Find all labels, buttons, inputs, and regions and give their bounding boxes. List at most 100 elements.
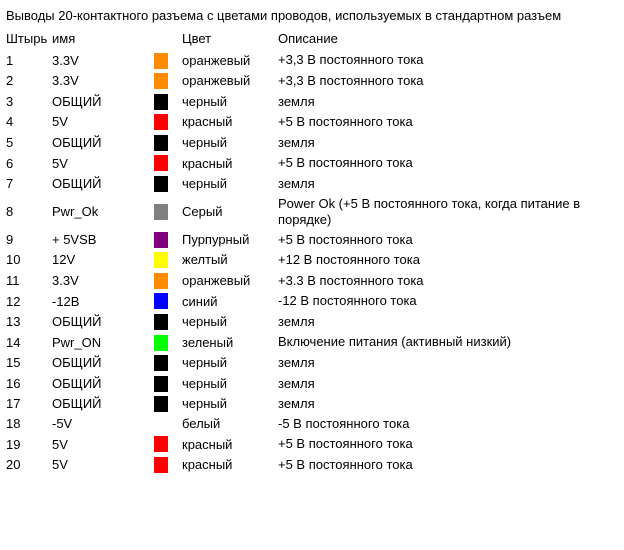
signal-name: 3.3V bbox=[52, 71, 154, 92]
table-row: 195Vкрасный+5 В постоянного тока bbox=[6, 434, 618, 455]
pin-number: 18 bbox=[6, 414, 52, 434]
header-color: Цвет bbox=[182, 29, 278, 50]
table-row: 13ОБЩИЙчерныйземля bbox=[6, 311, 618, 332]
color-swatch-cell bbox=[154, 291, 182, 312]
signal-name: 12V bbox=[52, 250, 154, 271]
color-name: черный bbox=[182, 91, 278, 112]
pin-number: 5 bbox=[6, 132, 52, 153]
description: +12 В постоянного тока bbox=[278, 250, 618, 271]
color-swatch-cell bbox=[154, 112, 182, 133]
pin-number: 8 bbox=[6, 194, 52, 229]
color-swatch-cell bbox=[154, 414, 182, 434]
color-swatch-icon bbox=[154, 396, 168, 412]
description: +5 В постоянного тока bbox=[278, 434, 618, 455]
color-swatch-icon bbox=[154, 457, 168, 473]
pin-number: 13 bbox=[6, 311, 52, 332]
signal-name: ОБЩИЙ bbox=[52, 173, 154, 194]
color-swatch-icon bbox=[154, 73, 168, 89]
color-swatch-icon bbox=[154, 293, 168, 309]
color-swatch-icon bbox=[154, 135, 168, 151]
signal-name: 5V bbox=[52, 454, 154, 475]
header-name: имя bbox=[52, 29, 154, 50]
signal-name: 3.3V bbox=[52, 50, 154, 71]
signal-name: -5V bbox=[52, 414, 154, 434]
pin-number: 11 bbox=[6, 270, 52, 291]
description: +3.3 В постоянного тока bbox=[278, 270, 618, 291]
color-name: оранжевый bbox=[182, 270, 278, 291]
table-row: 1012Vжелтый+12 В постоянного тока bbox=[6, 250, 618, 271]
table-row: 65Vкрасный+5 В постоянного тока bbox=[6, 153, 618, 174]
description: Power Ok (+5 В постоянного тока, когда п… bbox=[278, 194, 618, 229]
signal-name: ОБЩИЙ bbox=[52, 132, 154, 153]
description: +5 В постоянного тока bbox=[278, 153, 618, 174]
signal-name: Pwr_ON bbox=[52, 332, 154, 353]
signal-name: Pwr_Ok bbox=[52, 194, 154, 229]
pin-number: 19 bbox=[6, 434, 52, 455]
pin-number: 2 bbox=[6, 71, 52, 92]
color-swatch-cell bbox=[154, 173, 182, 194]
table-row: 16ОБЩИЙчерныйземля bbox=[6, 373, 618, 394]
description: земля bbox=[278, 132, 618, 153]
color-swatch-cell bbox=[154, 270, 182, 291]
signal-name: + 5VSB bbox=[52, 229, 154, 250]
signal-name: ОБЩИЙ bbox=[52, 91, 154, 112]
table-row: 7ОБЩИЙчерныйземля bbox=[6, 173, 618, 194]
color-swatch-cell bbox=[154, 353, 182, 374]
color-swatch-cell bbox=[154, 311, 182, 332]
signal-name: 5V bbox=[52, 112, 154, 133]
color-swatch-cell bbox=[154, 71, 182, 92]
color-swatch-icon bbox=[154, 436, 168, 452]
table-row: 13.3Vоранжевый+3,3 В постоянного тока bbox=[6, 50, 618, 71]
description: земля bbox=[278, 173, 618, 194]
color-name: красный bbox=[182, 112, 278, 133]
table-row: 8Pwr_Ok СерыйPower Ok (+5 В постоянного т… bbox=[6, 194, 618, 229]
color-swatch-icon bbox=[154, 314, 168, 330]
table-row: 23.3V оранжевый+3,3 В постоянного тока bbox=[6, 71, 618, 92]
description: земля bbox=[278, 373, 618, 394]
signal-name: 5V bbox=[52, 153, 154, 174]
color-name: оранжевый bbox=[182, 71, 278, 92]
color-swatch-cell bbox=[154, 132, 182, 153]
color-swatch-cell bbox=[154, 50, 182, 71]
description: +5 В постоянного тока bbox=[278, 229, 618, 250]
color-swatch-cell bbox=[154, 194, 182, 229]
table-row: 12-12Всиний-12 В постоянного тока bbox=[6, 291, 618, 312]
color-swatch-cell bbox=[154, 373, 182, 394]
color-swatch-cell bbox=[154, 434, 182, 455]
pin-number: 12 bbox=[6, 291, 52, 312]
description: земля bbox=[278, 91, 618, 112]
page-title: Выводы 20-контактного разъема с цветами … bbox=[6, 8, 618, 23]
table-row: 18-5Vбелый-5 В постоянного тока bbox=[6, 414, 618, 434]
table-row: 17ОБЩИЙчерныйземля bbox=[6, 394, 618, 415]
color-swatch-cell bbox=[154, 454, 182, 475]
table-row: 113.3Vоранжевый+3.3 В постоянного тока bbox=[6, 270, 618, 291]
color-swatch-cell bbox=[154, 332, 182, 353]
color-swatch-icon bbox=[154, 273, 168, 289]
description: +3,3 В постоянного тока bbox=[278, 50, 618, 71]
signal-name: 5V bbox=[52, 434, 154, 455]
table-row: 14Pwr_ONзеленыйВключение питания (активн… bbox=[6, 332, 618, 353]
color-name: Пурпурный bbox=[182, 229, 278, 250]
color-name: зеленый bbox=[182, 332, 278, 353]
pinout-table: Штырь имя Цвет Описание 13.3Vоранжевый+3… bbox=[6, 29, 618, 475]
color-swatch-cell bbox=[154, 394, 182, 415]
color-name: белый bbox=[182, 414, 278, 434]
pin-number: 10 bbox=[6, 250, 52, 271]
table-row: 45Vкрасный+5 В постоянного тока bbox=[6, 112, 618, 133]
description: -12 В постоянного тока bbox=[278, 291, 618, 312]
color-name: оранжевый bbox=[182, 50, 278, 71]
pin-number: 3 bbox=[6, 91, 52, 112]
table-row: 3ОБЩИЙ черныйземля bbox=[6, 91, 618, 112]
signal-name: ОБЩИЙ bbox=[52, 353, 154, 374]
pin-number: 16 bbox=[6, 373, 52, 394]
header-swatch-spacer bbox=[154, 29, 182, 50]
color-swatch-icon bbox=[154, 114, 168, 130]
color-swatch-icon bbox=[154, 204, 168, 220]
color-name: черный bbox=[182, 173, 278, 194]
pin-number: 9 bbox=[6, 229, 52, 250]
color-name: Серый bbox=[182, 194, 278, 229]
description: земля bbox=[278, 394, 618, 415]
description: +3,3 В постоянного тока bbox=[278, 71, 618, 92]
description: Включение питания (активный низкий) bbox=[278, 332, 618, 353]
table-row: 9+ 5VSB Пурпурный+5 В постоянного тока bbox=[6, 229, 618, 250]
